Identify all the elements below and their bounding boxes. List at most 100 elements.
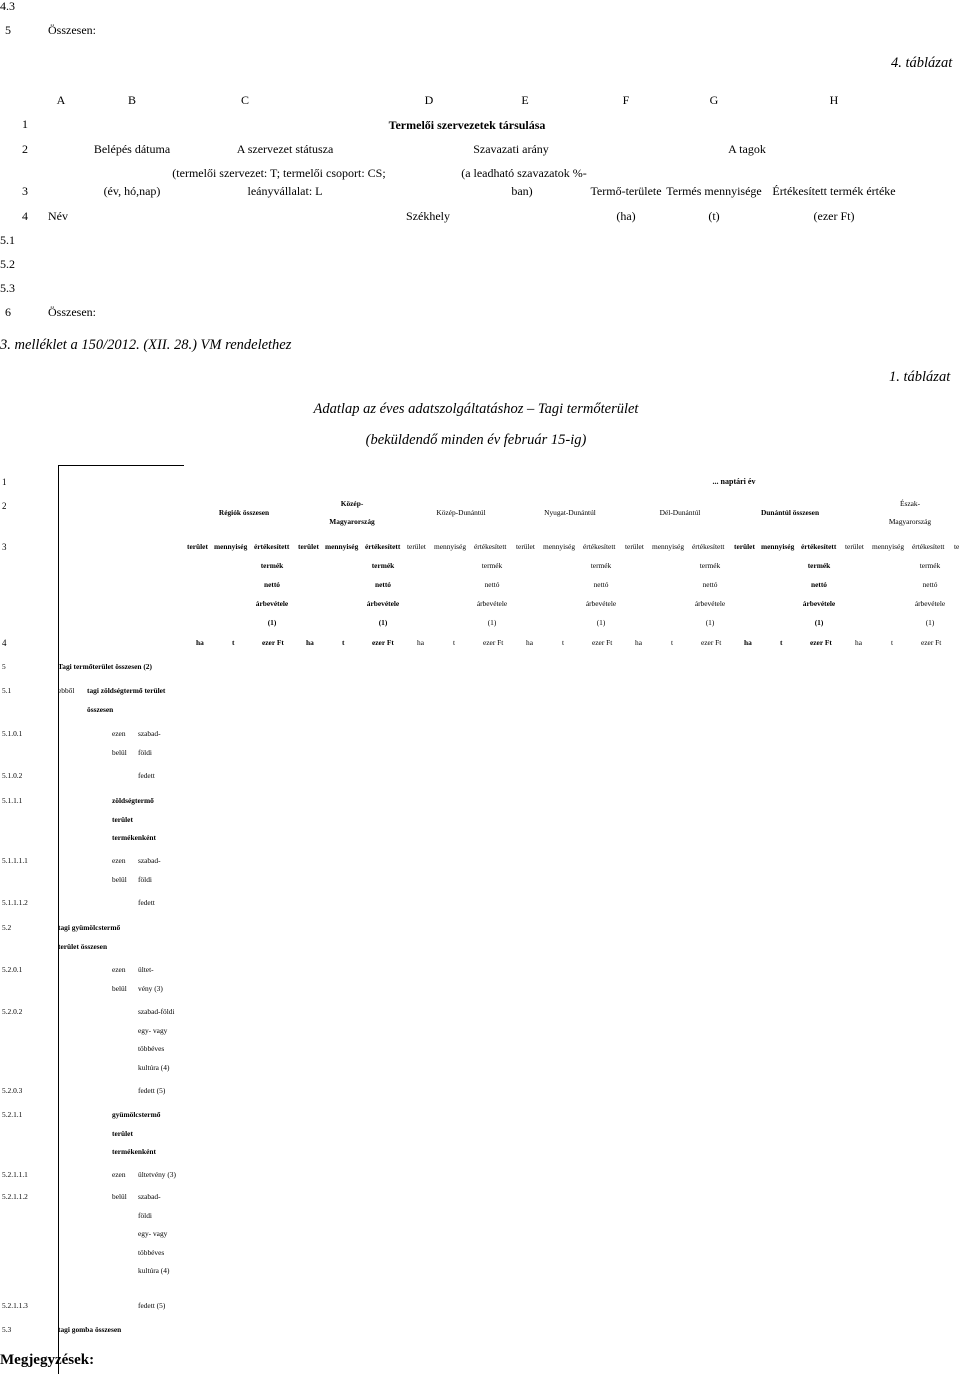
row-label: belül [112,874,127,884]
column-subheader: árbevétele [914,599,946,608]
column-header: terület [516,542,535,551]
row-sublabel: tagi zöldségtermő terület [87,686,166,695]
column-subheader: nettó [484,580,500,589]
column-header: értékesített [583,542,616,551]
column-letter-f: F [622,93,630,107]
column-header: mennyiség [214,542,248,551]
row-number: 5.1.1.1 [2,796,23,805]
row-label: ezen [112,965,126,974]
total-label: Összesen: [48,305,96,319]
vote-unit-line2: ban) [511,184,533,198]
row-number: 4 [22,209,28,223]
unit-cell: ha [196,638,204,647]
unit-cell: ha [635,638,642,647]
column-header: mennyiség [325,542,359,551]
annex-heading: 3. melléklet a 150/2012. (XII. 28.) VM r… [0,337,292,353]
status-legend-line2: leányvállalat: L [247,184,323,198]
row-number: 5 [2,662,6,671]
unit-cell: ha [417,638,424,647]
column-subheader: termék [590,561,612,570]
column-letter-a: A [56,93,66,107]
column-header: értékesített [801,542,837,551]
column-letter-b: B [127,93,137,107]
column-header: terület [298,542,319,551]
notes-heading: Megjegyzések: [0,1352,95,1368]
row-sublabel: egy- vagy [138,1229,168,1238]
column-letter-d: D [424,93,434,107]
column-subheader: (1) [378,618,388,627]
row-number: 5.2.0.3 [2,1086,23,1095]
column-subheader: nettó [702,580,718,589]
column-subheader: termék [919,561,941,570]
unit-ha: (ha) [616,209,636,223]
table-label: 4. táblázat [891,55,953,71]
region-header: Dél-Dunántúl [659,508,701,517]
column-header: mennyiség [543,542,576,551]
column-subheader: árbevétele [255,599,289,608]
column-header: mennyiség [434,542,467,551]
row-label: terület [112,1128,133,1138]
column-header: értékesített [912,542,945,551]
column-subheader: (1) [267,618,277,627]
column-subheader: árbevétele [366,599,400,608]
column-header-h2: Értékesített termék értéke [772,184,896,198]
row-sublabel: földi [138,874,152,884]
row-label: terület összesen [58,941,108,951]
region-header: Közép- [340,499,364,508]
column-letter-e: E [521,93,529,107]
row-number: 5.2 [2,923,12,932]
column-subheader: nettó [810,580,828,589]
column-subheader: termék [807,561,831,570]
row-label: fedett (5) [138,1086,166,1095]
row-sublabel: szabad- [138,1192,161,1201]
column-subheader: árbevétele [694,599,726,608]
table-frame [58,465,184,1374]
row-sublabel: földi [138,1210,152,1220]
column-subheader: (1) [705,618,715,627]
row-number: 5.2 [0,257,15,271]
row-number: 5 [5,23,11,37]
region-header: Közép-Dunántúl [436,508,486,517]
row-number: 1 [22,117,28,131]
column-subheader: nettó [374,580,392,589]
row-label: tagi gomba összesen [58,1325,122,1334]
column-header: értékesített [365,542,401,551]
unit-cell: t [562,638,565,647]
row-sublabel: ültet- [138,965,154,974]
row-sublabel: földi [138,747,152,757]
row-number: 5.2.1.1.1 [2,1170,28,1179]
column-subheader: termék [260,561,284,570]
region-header: Dunántúl összesen [760,508,820,517]
column-header: értékesített [474,542,507,551]
total-label: Összesen: [48,23,96,37]
column-header: te [954,542,960,551]
region-header: Régiók összesen [218,508,270,517]
column-subheader: (1) [487,618,497,627]
column-header: mennyiség [652,542,685,551]
column-subheader: termék [371,561,395,570]
row-number: 5.1 [2,686,12,695]
region-header: Észak- [899,499,921,508]
unit-thousand-ft: (ezer Ft) [813,209,855,223]
column-header-seat: Székhely [406,209,450,223]
unit-t: (t) [708,209,720,223]
row-label: fedett (5) [138,1301,166,1310]
row-label: többéves [138,1044,165,1053]
unit-cell: t [671,638,674,647]
row-label: ezen [112,1170,126,1179]
column-header: mennyiség [761,542,795,551]
status-legend-line1: (termelői szervezet: T; termelői csoport… [172,166,386,180]
form-subtitle: (beküldendő minden év február 15-ig) [365,432,587,448]
unit-cell: ezer Ft [262,638,284,647]
row-number: 5.1.1.1.1 [2,856,28,865]
row-number: 2 [22,142,28,156]
column-subheader: nettó [263,580,281,589]
row-label: gyümölcstermő [112,1110,161,1119]
region-header: Nyugat-Dunántúl [544,508,596,517]
column-subheader: nettó [593,580,609,589]
column-header: terület [845,542,864,551]
column-header: terület [407,542,426,551]
region-header: Magyarország [888,517,932,526]
date-format: (év, hó,nap) [103,184,161,198]
row-number: 5.3 [2,1325,12,1334]
